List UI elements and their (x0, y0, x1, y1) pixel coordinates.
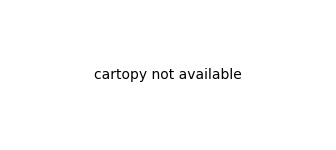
Text: cartopy not available: cartopy not available (94, 68, 242, 82)
